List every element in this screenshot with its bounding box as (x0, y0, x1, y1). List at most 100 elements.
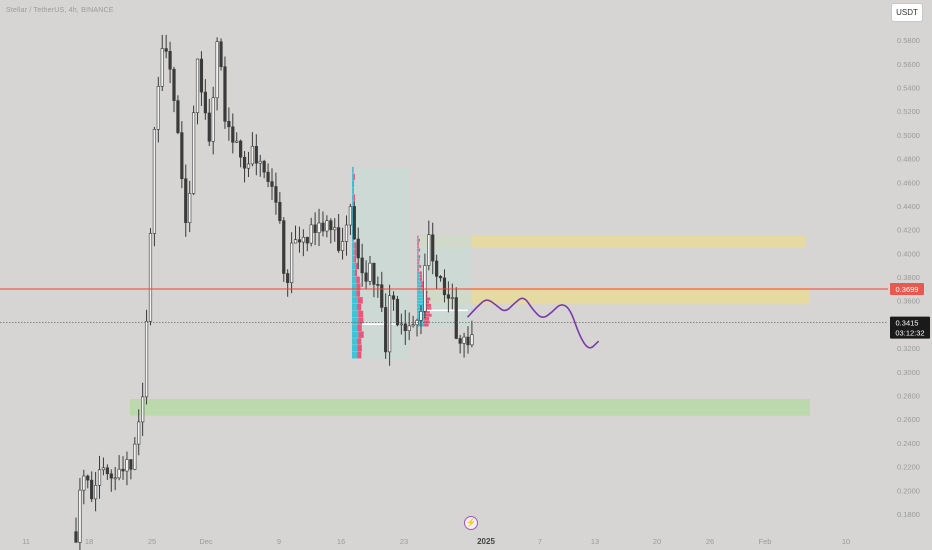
candle-body (356, 238, 360, 259)
candle-body (364, 272, 368, 282)
profile-bar-down (358, 310, 364, 318)
candle-body (90, 479, 94, 500)
profile-bar-down (352, 187, 354, 194)
profile-bar-down (423, 317, 430, 320)
candle-body (211, 97, 215, 142)
candle-body (391, 295, 396, 300)
profile-bar-down (357, 345, 362, 352)
candle-body (360, 257, 364, 274)
profile-bar-up (417, 251, 418, 255)
profile-bar-up (352, 214, 354, 222)
candle-body (274, 186, 278, 203)
supply-zone-upper (420, 235, 805, 248)
profile-bar-down (419, 264, 422, 268)
profile-bar-down (418, 238, 420, 242)
profile-bar-down (424, 310, 430, 314)
candle-body (160, 48, 164, 87)
currency-button[interactable]: USDT (891, 3, 923, 22)
horizontal-line-tag-text: 0.3699 (896, 285, 919, 294)
profile-bar-down (423, 320, 430, 324)
candle-body (254, 146, 258, 164)
profile-bar-down (357, 324, 362, 332)
x-axis[interactable]: 11 18 25 Dec 9 16 23 2025 7 13 20 26 Feb 10 (22, 537, 850, 546)
candle-body (141, 396, 145, 423)
candle-body (466, 336, 470, 346)
candle-body (442, 277, 447, 296)
candle-body (333, 227, 337, 231)
horizontal-line-tag (890, 283, 924, 296)
profile-bar-up (417, 258, 419, 262)
candle-body (340, 241, 345, 251)
profile-bar-down (417, 245, 419, 249)
candle-body (94, 485, 98, 500)
profile-bar-down (418, 255, 421, 259)
profile-bar-down (354, 249, 357, 256)
x-tick-label: 23 (400, 537, 408, 546)
profile-bar-up (417, 238, 419, 242)
x-tick-label: 26 (706, 537, 714, 546)
profile-bar-down (424, 297, 431, 301)
candle-body (329, 220, 333, 231)
y-tick-label: 0.2600 (897, 415, 920, 424)
x-tick-label: 16 (337, 537, 345, 546)
y-tick-label: 0.3800 (897, 273, 920, 282)
lightning-icon[interactable]: ⚡ (464, 516, 478, 530)
profile-bar-up (417, 261, 419, 265)
profile-bar-up (417, 294, 423, 298)
candle-body (121, 468, 125, 472)
profile-bar-up (352, 221, 354, 229)
profile-bar-up (417, 248, 419, 252)
demand-zone (130, 399, 810, 416)
candle-body (117, 468, 121, 479)
candle-body (199, 58, 204, 93)
candle-body (435, 260, 439, 277)
candle-body (372, 262, 376, 285)
candle-body (266, 171, 270, 182)
profile-bar-up (417, 281, 422, 285)
candle-body (411, 324, 415, 327)
profile-bar-down (417, 251, 419, 255)
profile-bar-up (352, 283, 357, 290)
candle-body (293, 239, 298, 244)
y-axis[interactable]: 0.5800 0.5600 0.5400 0.5200 0.5000 0.4800 0.46… (897, 36, 920, 519)
candle-body (246, 163, 251, 169)
x-tick-label: 7 (538, 537, 542, 546)
candle-body (101, 467, 106, 471)
candle-body (113, 477, 117, 480)
y-tick-label: 0.2000 (897, 486, 920, 495)
candle-body (395, 298, 400, 326)
profile-bar-down (355, 262, 359, 270)
profile-bar-up (352, 290, 357, 297)
profile-bar-up (352, 297, 358, 304)
y-tick-label: 0.5800 (897, 36, 920, 45)
candle-body (82, 475, 86, 491)
profile-bar-up (352, 166, 353, 174)
last-price-tag (890, 316, 930, 339)
candle-body (125, 459, 129, 472)
profile-bar-down (417, 235, 419, 239)
profile-bar-up (352, 173, 354, 181)
profile-bar-up (417, 235, 418, 239)
candle-body (137, 421, 141, 445)
candle-body (109, 473, 113, 479)
candle-body (423, 265, 427, 312)
candle-body (427, 234, 431, 266)
x-tick-label: 20 (653, 537, 661, 546)
profile-bar-down (418, 248, 421, 252)
profile-bar-up (417, 271, 420, 275)
candle-body (282, 220, 286, 274)
profile-bar-up (352, 303, 358, 311)
profile-bar-up (352, 255, 355, 263)
profile-bar-up (352, 317, 359, 325)
profile-bar-up (417, 255, 419, 259)
profile-bar-down (419, 274, 423, 278)
candle-body (454, 297, 458, 339)
y-tick-label: 0.2400 (897, 439, 920, 448)
candle-body (239, 140, 243, 158)
profile-bar-up (417, 264, 420, 268)
candles-layer (74, 34, 474, 550)
candle-body (384, 307, 388, 353)
candle-body (176, 100, 180, 133)
candle-body (258, 160, 262, 164)
